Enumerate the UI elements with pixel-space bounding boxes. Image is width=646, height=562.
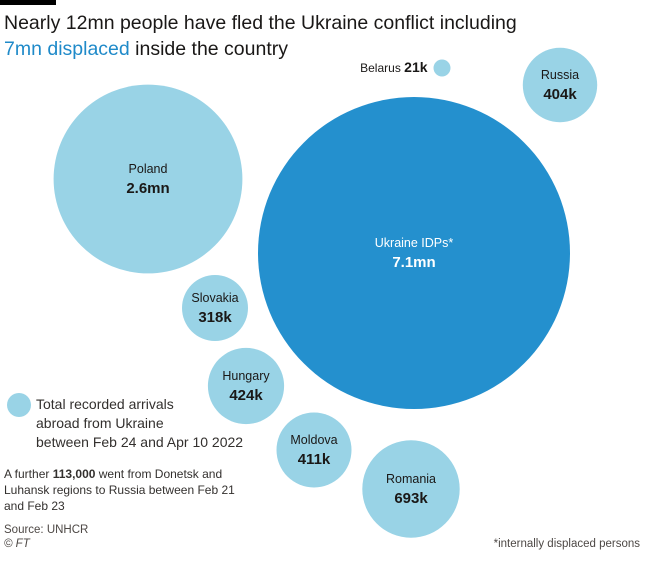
chart-title: Nearly 12mn people have fled the Ukraine… [4,10,640,62]
bubble-name-slovakia: Slovakia [191,291,238,305]
bubble-label-belarus: Belarus 21k [360,59,428,75]
bubble-romania [362,440,460,538]
idp-footnote: *internally displaced persons [493,538,640,550]
bubble-value-moldova: 411k [298,451,331,468]
ft-credit: © FT [4,538,30,550]
title-highlight: 7mn displaced [4,38,130,60]
bubble-value-poland: 2.6mn [126,180,169,197]
legend-line-1: Total recorded arrivals [36,396,174,412]
bubble-name-hungary: Hungary [222,369,270,383]
legend-swatch [7,393,31,417]
ft-header-bar [0,0,56,5]
legend-line-3: between Feb 24 and Apr 10 2022 [36,434,244,450]
bubble-belarus [433,59,451,77]
bubble-value-russia: 404k [543,86,577,103]
legend-label: Total recorded arrivals abroad from Ukra… [36,395,276,452]
bubble-value-romania: 693k [394,490,428,507]
bubble-value-belarus: 21k [404,59,428,75]
bubble-ukraine-idps [258,97,570,409]
footnote-suffix: went from Donetsk and Luhansk regions to… [4,467,235,513]
footnote: A further 113,000 went from Donetsk and … [4,466,244,514]
bubble-value-slovakia: 318k [198,309,232,326]
bubble-slovakia [182,275,248,341]
bubble-name-belarus: Belarus [360,61,404,75]
bubble-name-poland: Poland [129,162,168,176]
bubble-name-ukraine-idps: Ukraine IDPs* [375,236,454,250]
bubble-name-romania: Romania [386,472,436,486]
title-line-1: Nearly 12mn people have fled the Ukraine… [4,12,517,34]
footnote-bold-value: 113,000 [52,467,96,481]
footnote-prefix: A further [4,467,53,481]
legend-line-2: abroad from Ukraine [36,415,164,431]
bubble-name-russia: Russia [541,68,579,82]
source-line: Source: UNHCR [4,524,89,536]
title-rest: inside the country [129,38,289,60]
bubble-poland [53,84,243,274]
bubble-name-moldova: Moldova [290,433,337,447]
bubble-value-hungary: 424k [229,387,263,404]
bubble-hungary [207,347,285,425]
bubble-value-ukraine-idps: 7.1mn [392,254,435,271]
bubble-russia [522,47,598,123]
bubble-moldova [276,412,352,488]
